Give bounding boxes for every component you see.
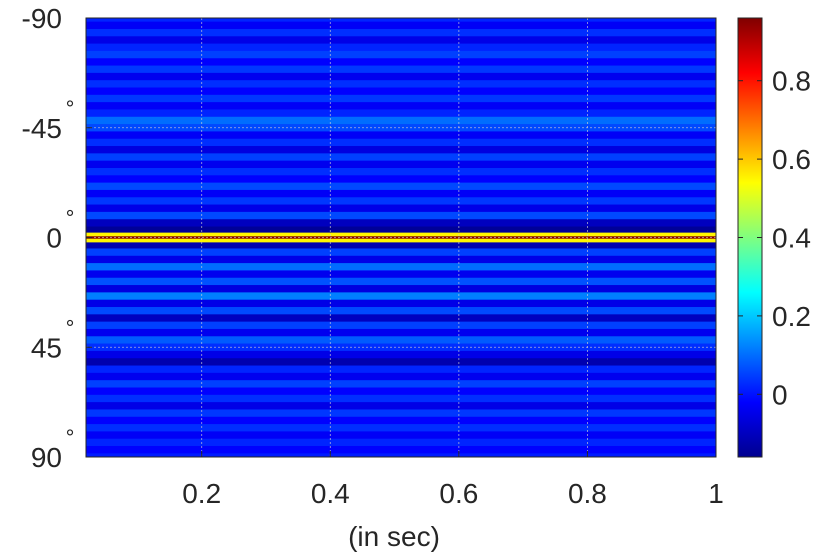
- heatmap-row: [86, 138, 716, 147]
- heatmap-row: [86, 80, 716, 88]
- y-tick-label: 90: [31, 442, 62, 473]
- heatmap-row: [86, 116, 716, 125]
- heatmap-row: [86, 431, 716, 440]
- heatmap-row: [86, 36, 716, 44]
- heatmap-row: [86, 336, 716, 344]
- heatmap-row: [86, 219, 716, 227]
- heatmap-row: [86, 343, 716, 352]
- heatmap-row: [86, 299, 716, 308]
- heatmap-row: [86, 285, 716, 293]
- heatmap-row: [86, 350, 716, 359]
- heatmap-row: [86, 153, 716, 161]
- heatmap-row: [86, 314, 716, 322]
- heatmap-row: [86, 87, 716, 96]
- heatmap-row: [86, 387, 716, 396]
- y-tick-degree-symbol: °: [66, 96, 75, 121]
- heatmap-row: [86, 248, 716, 257]
- y-tick-degree-symbol: °: [66, 315, 75, 340]
- heatmap-row: [86, 424, 716, 432]
- heatmap-row: [86, 365, 716, 374]
- heatmap-row: [86, 263, 716, 271]
- y-tick-label: 0: [46, 223, 62, 254]
- heatmap-row: [86, 236, 716, 240]
- heatmap-row: [86, 167, 716, 176]
- heatmap-row: [86, 328, 716, 337]
- x-axis-label: (in sec): [348, 521, 440, 552]
- heatmap-row: [86, 292, 716, 300]
- heatmap-row: [86, 189, 716, 198]
- heatmap-row: [86, 453, 716, 458]
- heatmap-rows: [86, 18, 716, 458]
- heatmap-row: [86, 238, 716, 243]
- y-tick-label: 45: [31, 332, 62, 363]
- heatmap-row: [86, 65, 716, 74]
- heatmap-row: [86, 18, 716, 22]
- heatmap-row: [86, 182, 716, 191]
- heatmap-row: [86, 232, 716, 237]
- y-tick-degree-symbol: °: [66, 0, 75, 11]
- heatmap-row: [86, 438, 716, 447]
- heatmap-row: [86, 72, 716, 81]
- heatmap-row: [86, 50, 716, 59]
- y-tick-label: -90: [22, 3, 62, 34]
- heatmap-row: [86, 394, 716, 403]
- x-tick-label: 0.2: [182, 478, 221, 509]
- x-tick-label: 0.8: [568, 478, 607, 509]
- colorbar-tick-label: 0: [772, 379, 788, 410]
- y-tick-label: -45: [22, 113, 62, 144]
- heatmap-row: [86, 372, 716, 381]
- heatmap-row: [86, 242, 716, 249]
- heatmap-row: [86, 380, 716, 388]
- heatmap-row: [86, 131, 716, 140]
- heatmap-row: [86, 307, 716, 315]
- heatmap-row: [86, 197, 716, 205]
- x-tick-label: 1: [708, 478, 724, 509]
- colorbar-tick-label: 0.6: [772, 144, 811, 175]
- heatmap-row: [86, 43, 716, 52]
- heatmap-row: [86, 109, 716, 118]
- heatmap-row: [86, 416, 716, 425]
- heatmap-row: [86, 446, 716, 454]
- heatmap-row: [86, 175, 716, 183]
- heatmap-row: [86, 160, 716, 169]
- heatmap-row: [86, 58, 716, 66]
- x-tick-label: 0.6: [439, 478, 478, 509]
- heatmap-row: [86, 21, 716, 30]
- colorbar-tick-label: 0.4: [772, 223, 811, 254]
- colorbar-ticks: 0 0.2 0.4 0.6 0.8: [738, 66, 811, 410]
- y-tick-degree-symbol: °: [66, 425, 75, 450]
- heatmap-row: [86, 270, 716, 279]
- heatmap-row: [86, 204, 716, 213]
- heatmap-row: [86, 211, 716, 220]
- colorbar-tick-label: 0.8: [772, 66, 811, 97]
- y-tick-degree-symbol: °: [66, 206, 75, 231]
- heatmap-row: [86, 124, 716, 132]
- heatmap-row: [86, 146, 716, 154]
- heatmap-row: [86, 321, 716, 330]
- heatmap-row: [86, 358, 716, 366]
- heatmap-row: [86, 102, 716, 110]
- heatmap-row: [86, 226, 716, 233]
- heatmap-row: [86, 409, 716, 418]
- heatmap-row: [86, 402, 716, 410]
- heatmap-row: [86, 277, 716, 286]
- y-axis-ticks: -90°-45°0°45°90°: [22, 0, 92, 473]
- colorbar-tick-label: 0.2: [772, 301, 811, 332]
- heatmap-row: [86, 255, 716, 264]
- x-axis-ticks: 0.2 0.4 0.6 0.8 1: [182, 451, 724, 509]
- heatmap-row: [86, 94, 716, 103]
- heatmap-row: [86, 28, 716, 37]
- x-tick-label: 0.4: [311, 478, 350, 509]
